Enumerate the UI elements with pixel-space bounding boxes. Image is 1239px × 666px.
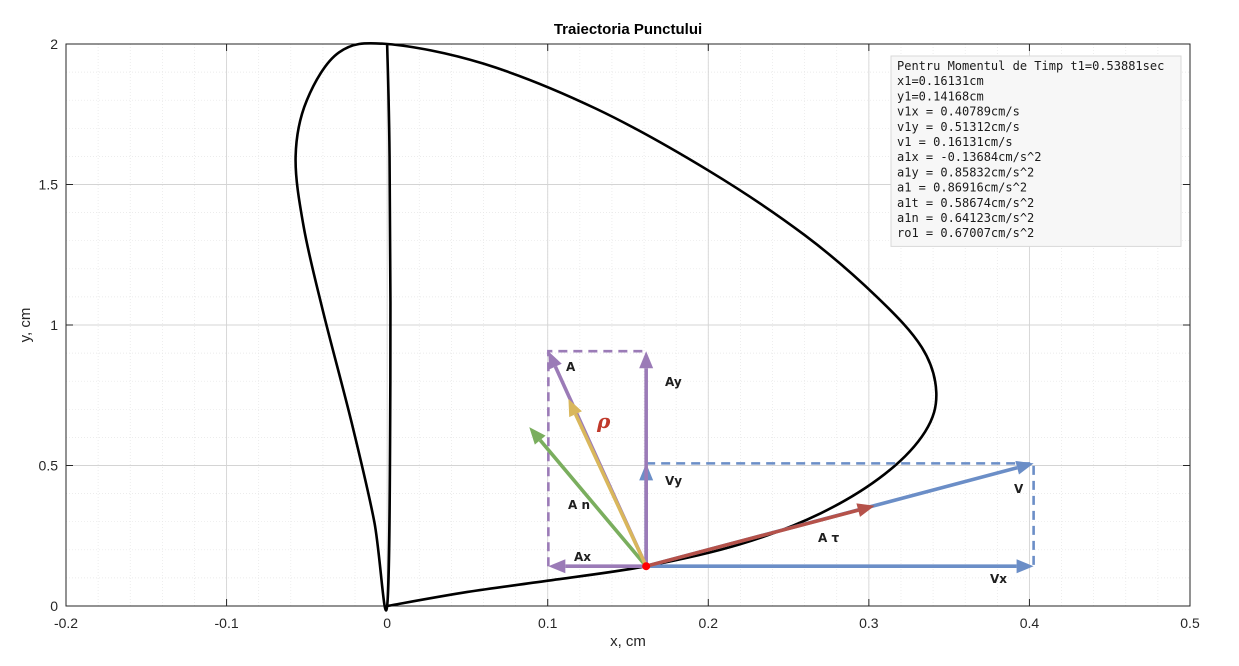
info-annotation-line: a1n = 0.64123cm/s^2 bbox=[897, 211, 1034, 225]
info-annotation-line: y1=0.14168cm bbox=[897, 89, 984, 103]
x-tick-label: 0.3 bbox=[859, 615, 879, 631]
vector-ay bbox=[639, 351, 654, 567]
vector-shaft bbox=[645, 508, 859, 568]
vector-ρ bbox=[568, 398, 648, 567]
info-annotation-line: a1t = 0.58674cm/s^2 bbox=[897, 196, 1034, 210]
dashed-projection-line bbox=[646, 462, 1035, 567]
vector-label: ρ bbox=[596, 409, 611, 433]
vector-an bbox=[529, 427, 648, 568]
vectors bbox=[529, 351, 1034, 574]
info-annotation-box: Pentru Momentul de Timp t1=0.53881secx1=… bbox=[890, 55, 1182, 247]
vector-arrowhead bbox=[529, 427, 546, 445]
x-tick-label: -0.2 bbox=[54, 615, 78, 631]
axis-ticks bbox=[65, 43, 1191, 607]
vector-shaft bbox=[538, 438, 648, 568]
info-annotation-line: Pentru Momentul de Timp t1=0.53881sec bbox=[897, 59, 1164, 73]
vector-label: Vy bbox=[665, 474, 682, 488]
vector-shaft bbox=[573, 413, 648, 567]
vector-arrowhead bbox=[568, 398, 582, 418]
vector-label: A n bbox=[568, 498, 590, 512]
x-tick-label: -0.1 bbox=[215, 615, 239, 631]
info-annotation-line: v1y = 0.51312cm/s bbox=[897, 120, 1020, 134]
vector-label: A τ bbox=[818, 531, 839, 545]
vector-label: Ay bbox=[665, 375, 682, 389]
x-tick-label: 0.1 bbox=[538, 615, 558, 631]
vector-ax bbox=[548, 559, 647, 574]
info-annotation-line: a1x = -0.13684cm/s^2 bbox=[897, 150, 1042, 164]
info-annotation-line: a1 = 0.86916cm/s^2 bbox=[897, 181, 1027, 195]
vector-vx bbox=[646, 559, 1034, 574]
x-axis-label: x, cm bbox=[610, 633, 646, 650]
vector-arrowhead bbox=[639, 351, 654, 369]
vector-label: V bbox=[1014, 482, 1024, 496]
info-annotation-line: v1 = 0.16131cm/s bbox=[897, 135, 1013, 149]
info-annotation-lines: Pentru Momentul de Timp t1=0.53881secx1=… bbox=[897, 59, 1164, 240]
y-axis-label: y, cm bbox=[17, 308, 34, 343]
y-tick-label: 0 bbox=[50, 598, 58, 614]
vector-arrowhead bbox=[1015, 460, 1034, 475]
vector-arrowhead bbox=[548, 351, 562, 370]
current-point-marker bbox=[642, 562, 651, 571]
y-tick-label: 1.5 bbox=[39, 177, 59, 193]
info-annotation-line: a1y = 0.85832cm/s^2 bbox=[897, 165, 1034, 179]
info-annotation-line: x1=0.16131cm bbox=[897, 74, 984, 88]
x-tick-label: 0.5 bbox=[1180, 615, 1200, 631]
vector-arrowhead bbox=[856, 503, 875, 517]
x-tick-label: 0 bbox=[383, 615, 391, 631]
x-tick-label: 0.4 bbox=[1020, 615, 1040, 631]
vector-label: A bbox=[566, 360, 576, 374]
vector-arrowhead bbox=[548, 559, 566, 574]
vector-arrowhead bbox=[1016, 559, 1034, 574]
vector-label: Ax bbox=[574, 550, 591, 564]
info-annotation-background bbox=[890, 55, 1182, 247]
info-annotation-line: v1x = 0.40789cm/s bbox=[897, 105, 1020, 119]
y-tick-label: 1 bbox=[50, 317, 58, 333]
vector-labels: V Vx Vy A Ax Ay A n A τ ρ bbox=[566, 360, 1024, 586]
vector-label: Vx bbox=[990, 572, 1007, 586]
tick-labels: -0.2 -0.1 0 0.1 0.2 0.3 0.4 0.5 0 0.5 1 1.5 2 bbox=[39, 36, 1200, 631]
vector-aτ bbox=[645, 503, 875, 568]
chart-title: Traiectoria Punctului bbox=[554, 21, 702, 38]
y-tick-label: 0.5 bbox=[39, 458, 59, 474]
info-annotation-line: ro1 = 0.67007cm/s^2 bbox=[897, 226, 1034, 240]
y-tick-label: 2 bbox=[50, 36, 58, 52]
x-tick-label: 0.2 bbox=[699, 615, 719, 631]
